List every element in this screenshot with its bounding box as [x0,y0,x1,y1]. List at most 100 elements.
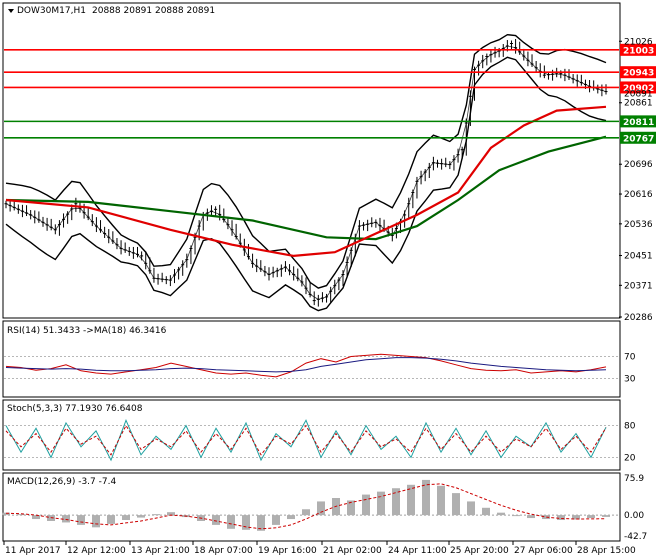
level-label-text: 20767 [623,134,654,144]
rsi-plot: 70 30 [4,353,636,385]
ma-green-line [5,135,607,241]
macd-histogram-bar [512,515,520,517]
macd-histogram-bar [227,515,235,529]
symbol-label: DOW30M17,H1 [17,6,86,16]
macd-histogram-bar [137,515,145,518]
time-tick-label: 24 Apr 11:00 [388,546,447,556]
time-tick-label: 18 Apr 07:00 [194,546,253,556]
rsi-panel-frame [2,320,621,398]
macd-histogram-bar [452,493,460,516]
price-tick-label: 20861 [624,99,653,109]
price-axis: 21026 20861 20696 20616 20536 20451 20371 20286… [619,37,653,323]
time-tick-label: 13 Apr 21:00 [131,546,190,556]
stoch-plot: 80 20 [4,418,636,463]
level-label-text: 20902 [623,84,654,94]
price-tick-label: 20451 [624,252,653,262]
indicator-line-0 [5,418,607,462]
macd-histogram-bar [257,515,265,531]
time-tick-label: 28 Apr 15:00 [577,546,636,556]
macd-tick-label: 75.9 [624,474,644,484]
bollinger-lower-line [5,56,607,312]
indicator-tick-label: 20 [624,453,636,463]
macd-histogram-bar [242,515,250,530]
time-tick-label: 25 Apr 20:00 [450,546,509,556]
level-label-21003: 21003 [620,43,656,56]
macd-histogram-bar [317,501,325,516]
indicator-tick-label: 80 [624,422,636,432]
current-price-label: 20891 [624,90,653,100]
indicator-line-1 [5,424,607,456]
level-label-bg [620,131,656,144]
level-label-bg [620,66,656,79]
macd-histogram-bar [527,515,535,519]
macd-plot: 75.9 0.00 -42.7 [2,474,647,542]
macd-histogram-bar [272,515,280,525]
main-header: DOW30M17,H1 20888 20891 20888 20891 [8,6,215,16]
macd-histogram-bar [17,514,25,516]
level-label-bg [620,81,656,94]
time-tick-label: 11 Apr 2017 [5,546,61,556]
macd-histogram-bar [392,488,400,516]
macd-histogram-bar [122,515,130,521]
time-tick-label: 12 Apr 12:00 [67,546,126,556]
macd-histogram-bar [602,515,610,517]
macd-histogram-bar [167,512,175,516]
price-tick-label: 20371 [624,281,653,291]
macd-header: MACD(12,26,9) -3.7 -7.4 [7,477,116,487]
level-label-bg [620,43,656,56]
rsi-header: RSI(14) 51.3433 ->MA(18) 46.3416 [7,326,167,336]
macd-histogram-bar [347,500,355,516]
macd-histogram-bar [572,515,580,520]
macd-signal-line [5,483,607,530]
level-label-text: 20943 [623,69,654,79]
macd-histogram-bar [2,512,10,516]
macd-histogram-bar [542,515,550,520]
macd-histogram-bar [287,515,295,520]
main-panel-frame [2,2,621,319]
macd-histogram-bar [32,515,40,520]
time-tick-label: 19 Apr 16:00 [258,546,317,556]
macd-panel-frame [2,472,621,542]
macd-histogram-bar [302,509,310,516]
stoch-header: Stoch(5,3,3) 77.1930 76.6408 [7,404,143,414]
macd-histogram-bar [362,494,370,516]
dropdown-triangle-icon[interactable] [8,9,14,13]
macd-histogram-bar [377,491,385,516]
macd-histogram-bar [557,515,565,521]
macd-histogram-bar [437,485,445,516]
macd-histogram-bar [497,512,505,516]
level-label-20811: 20811 [620,115,656,128]
price-plot [4,33,608,312]
ma-red-line [5,105,607,258]
indicator-tick-label: 30 [624,375,636,385]
price-tick-label: 20536 [624,220,653,230]
level-label-20943: 20943 [620,66,656,79]
level-label-text: 20811 [623,118,654,128]
price-tick-label: 21026 [624,37,653,47]
level-label-20902: 20902 [620,81,656,94]
price-tick-label: 20616 [624,190,653,200]
horizontal-levels: 21003 20943 20902 20811 20767 [4,43,656,144]
price-tick-label: 20286 [624,313,653,323]
macd-tick-label: -42.7 [624,532,647,542]
ohlc-label: 20888 20891 20888 20891 [92,6,215,16]
time-tick-label: 27 Apr 06:00 [514,546,573,556]
macd-histogram-bar [407,484,415,516]
time-axis: 11 Apr 2017 12 Apr 12:00 13 Apr 21:00 18 Ap… [3,541,636,556]
indicator-line-0 [5,353,607,378]
macd-histogram-bar [152,514,160,516]
level-label-bg [620,115,656,128]
level-label-text: 21003 [623,46,654,56]
macd-histogram-bar [77,515,85,525]
macd-histogram-bar [482,507,490,516]
macd-histogram-bar [212,515,220,525]
bollinger-upper-line [5,33,607,289]
macd-histogram-bar [467,501,475,516]
macd-histogram-bar [587,515,595,519]
level-label-20767: 20767 [620,131,656,144]
macd-histogram-bar [62,515,70,523]
macd-tick-label: 0.00 [624,511,644,521]
macd-histogram-bar [107,515,115,524]
indicator-line-1 [5,357,607,373]
